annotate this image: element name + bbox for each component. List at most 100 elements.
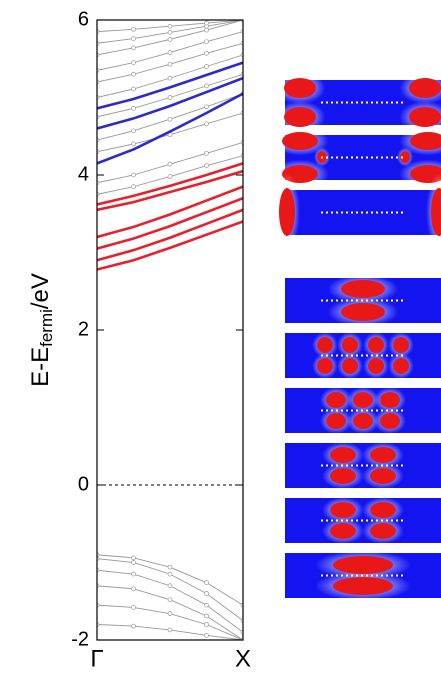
density-lobe bbox=[330, 468, 356, 484]
band-point bbox=[132, 624, 136, 628]
band-point bbox=[168, 76, 172, 80]
band-point bbox=[205, 84, 209, 88]
band-point bbox=[168, 117, 172, 121]
band-point bbox=[132, 87, 136, 91]
density-lobe bbox=[326, 413, 346, 429]
y-axis-label: E-Efermi/eV bbox=[27, 273, 56, 387]
wavefunction-image bbox=[285, 497, 441, 544]
band-point bbox=[205, 581, 209, 585]
band-point bbox=[205, 28, 209, 32]
density-lobe bbox=[342, 358, 358, 374]
density-lobe bbox=[409, 107, 441, 127]
wavefunction-image bbox=[285, 275, 441, 327]
density-lobe bbox=[342, 337, 358, 353]
band-point bbox=[132, 72, 136, 76]
band-point bbox=[168, 584, 172, 588]
band-point bbox=[168, 565, 172, 569]
band-point bbox=[168, 175, 172, 179]
band-point bbox=[168, 162, 172, 166]
band-point bbox=[168, 30, 172, 34]
density-lobe bbox=[353, 413, 373, 429]
page: E-Efermi/eV -20246ΓX (() => { const data… bbox=[0, 0, 441, 691]
density-lobe bbox=[393, 337, 409, 353]
wavefunction-image bbox=[271, 127, 441, 189]
band-point bbox=[205, 122, 209, 126]
band-point bbox=[132, 173, 136, 177]
band-point bbox=[132, 106, 136, 110]
band-point bbox=[168, 598, 172, 602]
band-point bbox=[132, 27, 136, 31]
y-label-suffix: /eV bbox=[27, 273, 54, 309]
y-tick-label: -2 bbox=[71, 628, 89, 650]
band-line bbox=[97, 210, 243, 260]
band-point bbox=[205, 65, 209, 69]
density-lobe bbox=[279, 188, 295, 236]
x-tick-label: X bbox=[235, 645, 251, 672]
band-point bbox=[132, 185, 136, 189]
band-point bbox=[132, 572, 136, 576]
band-point bbox=[168, 62, 172, 66]
band-point bbox=[205, 603, 209, 607]
wavefunction-image bbox=[285, 551, 441, 601]
y-tick-label: 2 bbox=[78, 318, 89, 340]
band-point bbox=[205, 151, 209, 155]
wavefunction-image bbox=[274, 72, 441, 133]
density-lobe bbox=[333, 556, 393, 574]
band-line bbox=[97, 163, 243, 204]
density-lobe bbox=[282, 132, 318, 150]
density-lobe bbox=[284, 78, 316, 98]
band-line bbox=[97, 222, 243, 270]
y-tick-label: 6 bbox=[78, 8, 89, 30]
density-lobe bbox=[368, 337, 384, 353]
band-point bbox=[132, 61, 136, 65]
y-tick-label: 4 bbox=[78, 163, 89, 185]
density-lobe bbox=[284, 107, 316, 127]
y-label-main: E-E bbox=[27, 347, 54, 387]
band-point bbox=[132, 37, 136, 41]
density-lobe bbox=[330, 523, 356, 539]
band-line bbox=[97, 605, 243, 640]
band-point bbox=[132, 142, 136, 146]
band-point bbox=[205, 614, 209, 618]
density-lobe bbox=[330, 502, 356, 518]
wavefunction-image bbox=[285, 442, 441, 489]
plot-frame bbox=[97, 20, 243, 640]
band-point bbox=[168, 96, 172, 100]
y-tick-label: 0 bbox=[78, 473, 89, 495]
density-lobe bbox=[353, 392, 373, 408]
density-lobe bbox=[409, 78, 441, 98]
band-point bbox=[168, 37, 172, 41]
density-lobe bbox=[317, 358, 333, 374]
band-point bbox=[205, 21, 209, 25]
band-point bbox=[168, 612, 172, 616]
density-lobe bbox=[380, 413, 400, 429]
band-point bbox=[205, 633, 209, 637]
x-tick-label: Γ bbox=[90, 645, 103, 672]
y-label-subscript: fermi bbox=[37, 309, 56, 347]
band-point bbox=[132, 129, 136, 133]
density-lobe bbox=[341, 280, 385, 298]
band-point bbox=[205, 40, 209, 44]
band-point bbox=[168, 24, 172, 28]
wavefunction-image bbox=[285, 387, 441, 434]
density-lobe bbox=[317, 337, 333, 353]
band-point bbox=[168, 51, 172, 55]
density-lobe bbox=[393, 358, 409, 374]
density-lobe bbox=[370, 468, 396, 484]
band-point bbox=[132, 46, 136, 50]
density-lobe bbox=[341, 303, 385, 321]
wavefunction-images bbox=[271, 72, 441, 600]
band-point bbox=[205, 623, 209, 627]
band-point bbox=[132, 561, 136, 565]
band-point bbox=[132, 605, 136, 609]
band-point bbox=[205, 592, 209, 596]
wavefunction-image bbox=[285, 332, 441, 379]
band-point bbox=[205, 51, 209, 55]
band-point bbox=[205, 164, 209, 168]
plot-area bbox=[95, 18, 245, 642]
density-lobe bbox=[326, 392, 346, 408]
density-lobe bbox=[370, 447, 396, 463]
band-point bbox=[205, 105, 209, 109]
density-lobe bbox=[333, 577, 393, 595]
band-point bbox=[132, 556, 136, 560]
